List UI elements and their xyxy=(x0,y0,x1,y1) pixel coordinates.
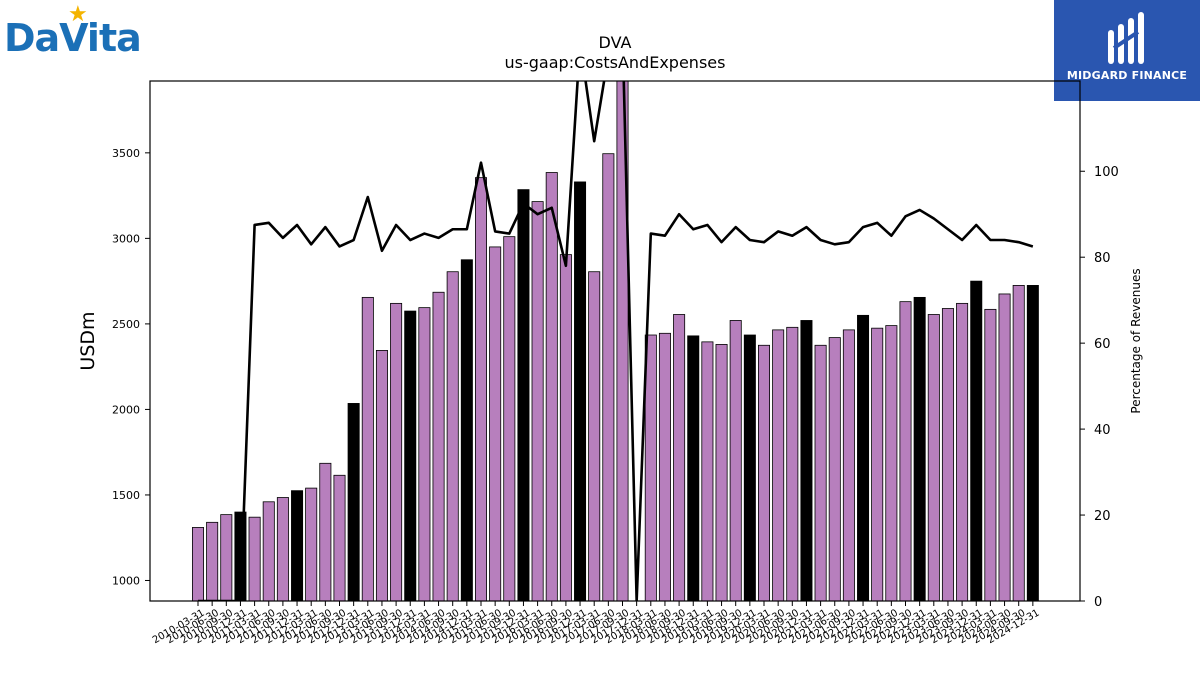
bar-2013-06-30 xyxy=(375,350,388,601)
plot-frame xyxy=(149,80,1081,602)
y-tick-label-3500: 3500 xyxy=(112,147,140,160)
bar-2015-12-31 xyxy=(517,189,530,601)
bar-2023-09-30 xyxy=(956,302,969,601)
line-group xyxy=(198,81,1034,601)
bar-2014-03-31 xyxy=(418,307,431,601)
bar-2016-03-31 xyxy=(531,201,544,601)
bar-2022-12-31 xyxy=(913,296,926,601)
bar-2020-06-30 xyxy=(772,329,785,601)
bar-2024-03-31 xyxy=(984,308,997,601)
bar-2022-09-30 xyxy=(899,301,912,601)
y2-tick-label-0: 0 xyxy=(1094,595,1102,610)
bar-2016-09-30 xyxy=(559,254,572,601)
chart-title: DVA xyxy=(599,33,632,52)
bar-2018-06-30 xyxy=(658,332,671,601)
midgard-logo-text: MIDGARD FINANCE xyxy=(1066,69,1188,82)
midgard-finance-logo: MIDGARD FINANCE xyxy=(1054,0,1200,101)
bar-2012-09-30 xyxy=(333,474,346,601)
bar-2022-06-30 xyxy=(885,325,898,601)
bar-2020-03-31 xyxy=(758,344,771,601)
y-axis-label: USDm xyxy=(77,311,99,370)
bar-2012-03-31 xyxy=(305,487,318,601)
y2-axis-label: Percentage of Revenues xyxy=(1129,268,1143,413)
bars-group xyxy=(191,81,1039,601)
bar-2010-06-30 xyxy=(206,521,219,601)
y-tick-label-1000: 1000 xyxy=(112,574,140,587)
davita-logo: DaVita ★ ® xyxy=(2,2,142,60)
registered-mark: ® xyxy=(130,42,138,51)
bar-2017-03-31 xyxy=(588,271,601,601)
bar-2019-06-30 xyxy=(715,344,728,601)
bar-2023-12-31 xyxy=(970,280,983,601)
bar-2023-06-30 xyxy=(941,308,954,601)
y-tick-label-2500: 2500 xyxy=(112,318,140,331)
bar-2012-06-30 xyxy=(319,462,332,601)
bar-2012-12-31 xyxy=(347,403,360,601)
y-tick-label-1500: 1500 xyxy=(112,489,140,502)
bar-2018-03-31 xyxy=(644,334,657,601)
bar-2011-06-30 xyxy=(262,501,275,601)
bar-2015-03-31 xyxy=(474,177,487,601)
bar-2013-03-31 xyxy=(361,296,374,601)
bar-2016-06-30 xyxy=(545,172,558,601)
chart-subtitle: us-gaap:CostsAndExpenses xyxy=(505,53,726,72)
y2-tick-label-40: 40 xyxy=(1094,423,1111,438)
y-tick-label-2000: 2000 xyxy=(112,403,140,416)
bar-2022-03-31 xyxy=(871,327,884,601)
bar-2014-06-30 xyxy=(432,291,445,601)
bar-2011-09-30 xyxy=(276,497,289,601)
bar-2014-09-30 xyxy=(446,271,459,601)
davita-logo-text: DaVita xyxy=(4,16,142,60)
percentage-line xyxy=(198,81,1034,601)
axes-group: 1000150020002500300035000204060801002010… xyxy=(112,80,1119,646)
bar-2013-12-31 xyxy=(404,310,417,601)
bar-2021-06-30 xyxy=(828,337,841,601)
bar-2024-06-30 xyxy=(998,293,1011,601)
bar-2024-12-31 xyxy=(1026,285,1039,601)
y2-tick-label-20: 20 xyxy=(1094,509,1111,524)
bar-2015-09-30 xyxy=(503,236,516,601)
bar-2010-03-31 xyxy=(191,527,204,601)
bar-2021-09-30 xyxy=(842,329,855,601)
bar-2018-09-30 xyxy=(673,314,686,601)
star-icon: ★ xyxy=(68,2,88,27)
bar-2011-03-31 xyxy=(248,516,261,601)
bar-2013-09-30 xyxy=(390,302,403,601)
bar-2021-12-31 xyxy=(857,314,870,601)
y2-tick-label-60: 60 xyxy=(1094,337,1111,352)
bar-2017-06-30 xyxy=(602,153,615,601)
midgard-mark-icon xyxy=(1108,12,1144,64)
bar-2014-12-31 xyxy=(460,259,473,601)
bar-2023-03-31 xyxy=(927,314,940,601)
y2-tick-label-100: 100 xyxy=(1094,165,1119,180)
bar-2017-09-30 xyxy=(616,81,629,601)
y-tick-label-3000: 3000 xyxy=(112,232,140,245)
bar-2015-06-30 xyxy=(489,246,502,601)
bar-2019-03-31 xyxy=(701,341,714,601)
bar-2021-03-31 xyxy=(814,344,827,601)
bar-2011-12-31 xyxy=(291,490,304,601)
bar-2018-12-31 xyxy=(687,335,700,601)
bar-2020-09-30 xyxy=(786,326,799,601)
bar-2010-09-30 xyxy=(220,514,233,601)
bar-2019-09-30 xyxy=(729,320,742,601)
bar-2019-12-31 xyxy=(743,334,756,601)
bar-2020-12-31 xyxy=(800,320,813,601)
bar-2024-09-30 xyxy=(1012,285,1025,601)
bar-2016-12-31 xyxy=(574,181,587,601)
y2-tick-label-80: 80 xyxy=(1094,251,1111,266)
